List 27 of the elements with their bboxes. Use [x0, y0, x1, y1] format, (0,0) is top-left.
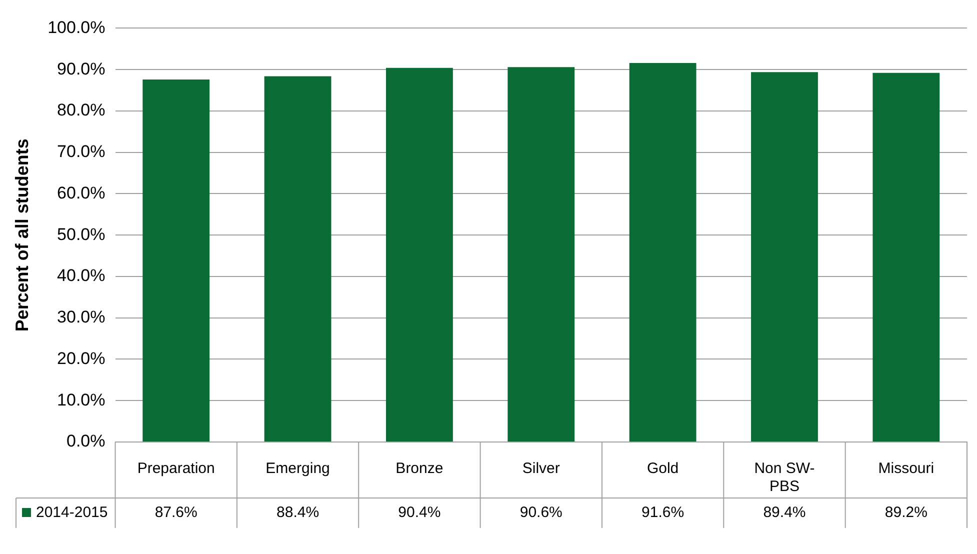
y-tick-label: 90.0% [57, 59, 106, 78]
x-tick-label: Non SW-PBS [754, 460, 815, 496]
data-label: 89.2% [884, 504, 928, 522]
y-tick-label: 20.0% [57, 348, 106, 368]
data-label: 87.6% [154, 504, 198, 522]
data-label: 90.6% [520, 504, 562, 522]
y-tick-label: 60.0% [57, 183, 106, 202]
y-axis-title: Percent of all students [12, 138, 32, 332]
y-tick-label: 100.0% [48, 18, 106, 37]
y-tick-label: 40.0% [57, 266, 106, 286]
x-tick-label: Silver [522, 460, 560, 478]
y-tick-label: 80.0% [57, 100, 106, 120]
x-tick-label: Missouri [878, 460, 934, 478]
y-tick-label: 70.0% [57, 142, 106, 162]
y-tick-label: 50.0% [57, 224, 106, 244]
x-tick-label: Bronze [396, 460, 444, 478]
data-label: 89.4% [763, 504, 806, 522]
y-tick-label: 10.0% [57, 390, 106, 410]
x-tick-label: Emerging [266, 460, 330, 478]
legend-label: 2014-2015 [36, 504, 108, 522]
data-label: 91.6% [642, 504, 684, 522]
data-label: 88.4% [276, 504, 320, 522]
y-tick-label: 30.0% [57, 308, 106, 327]
data-label: 90.4% [398, 504, 441, 522]
y-tick-label: 0.0% [66, 432, 106, 451]
x-tick-label: Gold [646, 460, 679, 478]
x-tick-label: Preparation [137, 460, 215, 478]
